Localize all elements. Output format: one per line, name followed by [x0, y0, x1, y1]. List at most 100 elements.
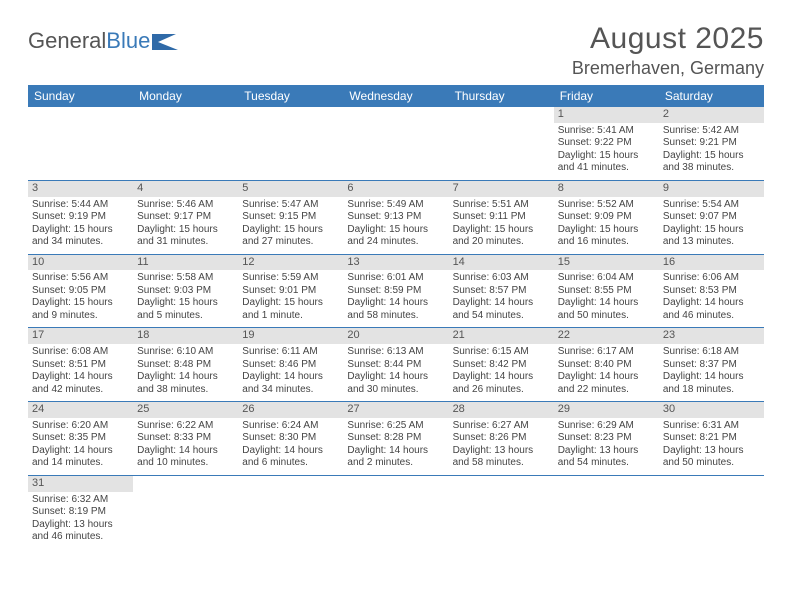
- daylight-text: and 34 minutes.: [242, 384, 339, 397]
- daylight-text: and 38 minutes.: [137, 384, 234, 397]
- calendar-cell: 20Sunrise: 6:13 AMSunset: 8:44 PMDayligh…: [343, 328, 448, 402]
- sunset-text: Sunset: 9:11 PM: [453, 211, 550, 224]
- daylight-text: and 34 minutes.: [32, 236, 129, 249]
- daylight-text: Daylight: 14 hours: [558, 297, 655, 310]
- sunrise-text: Sunrise: 6:32 AM: [32, 494, 129, 507]
- calendar-cell: 9Sunrise: 5:54 AMSunset: 9:07 PMDaylight…: [659, 180, 764, 254]
- daylight-text: Daylight: 14 hours: [347, 445, 444, 458]
- calendar-cell: [238, 475, 343, 548]
- calendar-cell: [449, 475, 554, 548]
- calendar-cell: 24Sunrise: 6:20 AMSunset: 8:35 PMDayligh…: [28, 402, 133, 476]
- sunrise-text: Sunrise: 5:49 AM: [347, 199, 444, 212]
- daylight-text: and 5 minutes.: [137, 310, 234, 323]
- daylight-text: Daylight: 15 hours: [558, 224, 655, 237]
- sunset-text: Sunset: 9:17 PM: [137, 211, 234, 224]
- sunrise-text: Sunrise: 6:10 AM: [137, 346, 234, 359]
- page-title: August 2025: [572, 22, 764, 56]
- daylight-text: and 54 minutes.: [453, 310, 550, 323]
- calendar-cell: 21Sunrise: 6:15 AMSunset: 8:42 PMDayligh…: [449, 328, 554, 402]
- sunrise-text: Sunrise: 6:15 AM: [453, 346, 550, 359]
- day-number: 26: [238, 402, 343, 418]
- day-number: 31: [28, 476, 133, 492]
- sunrise-text: Sunrise: 5:41 AM: [558, 125, 655, 138]
- sunset-text: Sunset: 8:33 PM: [137, 432, 234, 445]
- daylight-text: and 58 minutes.: [453, 457, 550, 470]
- day-number: 12: [238, 255, 343, 271]
- flag-icon: [152, 32, 178, 50]
- logo-text-1: General: [28, 28, 106, 54]
- sunrise-text: Sunrise: 6:08 AM: [32, 346, 129, 359]
- daylight-text: and 10 minutes.: [137, 457, 234, 470]
- daylight-text: and 46 minutes.: [663, 310, 760, 323]
- weekday-header: Friday: [554, 85, 659, 107]
- daylight-text: Daylight: 14 hours: [242, 445, 339, 458]
- calendar-cell: [133, 475, 238, 548]
- calendar-cell: [28, 107, 133, 180]
- sunrise-text: Sunrise: 6:04 AM: [558, 272, 655, 285]
- daylight-text: and 6 minutes.: [242, 457, 339, 470]
- sunrise-text: Sunrise: 5:44 AM: [32, 199, 129, 212]
- sunset-text: Sunset: 8:30 PM: [242, 432, 339, 445]
- day-number: 30: [659, 402, 764, 418]
- sunset-text: Sunset: 8:26 PM: [453, 432, 550, 445]
- daylight-text: and 14 minutes.: [32, 457, 129, 470]
- sunrise-text: Sunrise: 5:47 AM: [242, 199, 339, 212]
- sunrise-text: Sunrise: 6:27 AM: [453, 420, 550, 433]
- day-number: 18: [133, 328, 238, 344]
- daylight-text: and 38 minutes.: [663, 162, 760, 175]
- calendar-cell: 3Sunrise: 5:44 AMSunset: 9:19 PMDaylight…: [28, 180, 133, 254]
- daylight-text: Daylight: 14 hours: [453, 371, 550, 384]
- daylight-text: and 27 minutes.: [242, 236, 339, 249]
- sunset-text: Sunset: 8:23 PM: [558, 432, 655, 445]
- calendar-cell: 12Sunrise: 5:59 AMSunset: 9:01 PMDayligh…: [238, 254, 343, 328]
- sunset-text: Sunset: 8:55 PM: [558, 285, 655, 298]
- sunset-text: Sunset: 8:53 PM: [663, 285, 760, 298]
- daylight-text: Daylight: 13 hours: [558, 445, 655, 458]
- calendar-cell: 22Sunrise: 6:17 AMSunset: 8:40 PMDayligh…: [554, 328, 659, 402]
- sunset-text: Sunset: 9:13 PM: [347, 211, 444, 224]
- day-number: 16: [659, 255, 764, 271]
- calendar-row: 31Sunrise: 6:32 AMSunset: 8:19 PMDayligh…: [28, 475, 764, 548]
- daylight-text: and 2 minutes.: [347, 457, 444, 470]
- daylight-text: Daylight: 14 hours: [347, 371, 444, 384]
- day-number: 13: [343, 255, 448, 271]
- calendar-cell: 18 Sunrise: 6:10 AMSunset: 8:48 PMDayligh…: [133, 328, 238, 402]
- sunset-text: Sunset: 9:05 PM: [32, 285, 129, 298]
- sunset-text: Sunset: 8:28 PM: [347, 432, 444, 445]
- sunset-text: Sunset: 8:19 PM: [32, 506, 129, 519]
- sunrise-text: Sunrise: 5:46 AM: [137, 199, 234, 212]
- sunset-text: Sunset: 9:07 PM: [663, 211, 760, 224]
- calendar-cell: 25Sunrise: 6:22 AMSunset: 8:33 PMDayligh…: [133, 402, 238, 476]
- daylight-text: Daylight: 15 hours: [137, 224, 234, 237]
- calendar-cell: [238, 107, 343, 180]
- sunrise-text: Sunrise: 6:31 AM: [663, 420, 760, 433]
- calendar-row: 1Sunrise: 5:41 AMSunset: 9:22 PMDaylight…: [28, 107, 764, 180]
- day-number: 14: [449, 255, 554, 271]
- calendar-cell: 6Sunrise: 5:49 AMSunset: 9:13 PMDaylight…: [343, 180, 448, 254]
- daylight-text: Daylight: 15 hours: [558, 150, 655, 163]
- daylight-text: Daylight: 14 hours: [32, 445, 129, 458]
- sunrise-text: Sunrise: 6:29 AM: [558, 420, 655, 433]
- sunrise-text: Sunrise: 6:01 AM: [347, 272, 444, 285]
- daylight-text: and 24 minutes.: [347, 236, 444, 249]
- calendar-cell: 10Sunrise: 5:56 AMSunset: 9:05 PMDayligh…: [28, 254, 133, 328]
- calendar-cell: [133, 107, 238, 180]
- calendar-cell: 27Sunrise: 6:25 AMSunset: 8:28 PMDayligh…: [343, 402, 448, 476]
- sunset-text: Sunset: 8:37 PM: [663, 359, 760, 372]
- day-number: 17: [28, 328, 133, 344]
- sunrise-text: Sunrise: 6:11 AM: [242, 346, 339, 359]
- sunset-text: Sunset: 8:57 PM: [453, 285, 550, 298]
- day-number: 25: [133, 402, 238, 418]
- day-number: 23: [659, 328, 764, 344]
- calendar-cell: 7Sunrise: 5:51 AMSunset: 9:11 PMDaylight…: [449, 180, 554, 254]
- daylight-text: Daylight: 14 hours: [137, 371, 234, 384]
- day-number: 4: [133, 181, 238, 197]
- daylight-text: Daylight: 14 hours: [242, 371, 339, 384]
- daylight-text: Daylight: 15 hours: [242, 224, 339, 237]
- location-label: Bremerhaven, Germany: [572, 58, 764, 79]
- daylight-text: and 9 minutes.: [32, 310, 129, 323]
- calendar-cell: 31Sunrise: 6:32 AMSunset: 8:19 PMDayligh…: [28, 475, 133, 548]
- sunset-text: Sunset: 8:48 PM: [137, 359, 234, 372]
- sunset-text: Sunset: 9:19 PM: [32, 211, 129, 224]
- daylight-text: and 30 minutes.: [347, 384, 444, 397]
